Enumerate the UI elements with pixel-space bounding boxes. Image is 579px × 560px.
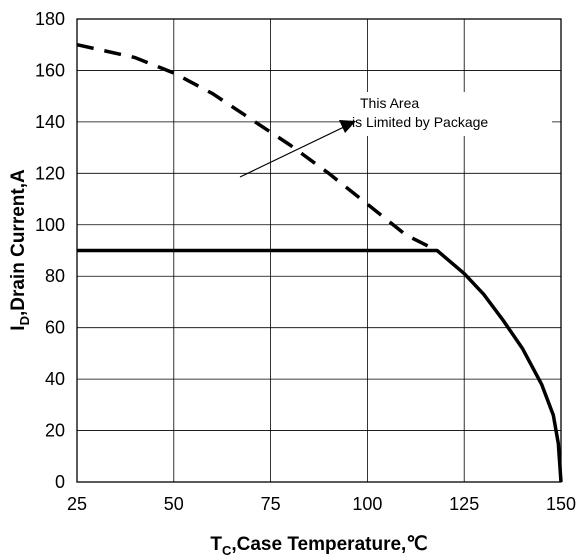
y-tick-label: 160 — [35, 60, 65, 80]
annotation-box — [344, 92, 552, 136]
y-tick-label: 140 — [35, 112, 65, 132]
x-tick-label: 150 — [546, 494, 576, 514]
y-tick-label: 0 — [55, 472, 65, 492]
annotation-text: is Limited by Package — [352, 114, 488, 130]
y-tick-label: 100 — [35, 215, 65, 235]
x-tick-label: 125 — [449, 494, 479, 514]
annotation: This Area is Limited by Package — [239, 92, 552, 178]
y-tick-label: 80 — [45, 266, 65, 286]
y-tick-label: 40 — [45, 369, 65, 389]
series-lines — [76, 42, 563, 483]
x-tick-label: 75 — [261, 494, 281, 514]
x-axis-title: TC,Case Temperature,℃ — [210, 534, 427, 558]
annotation-text: This Area — [360, 95, 419, 111]
y-tick-label: 120 — [35, 163, 65, 183]
y-tick-label: 180 — [35, 9, 65, 29]
annotation-arrow-head — [339, 120, 356, 133]
y-tick-label: 60 — [45, 318, 65, 338]
drain-current-solid-line — [77, 248, 563, 483]
package-limit-dashed-line — [76, 42, 438, 253]
y-tick-label: 20 — [45, 421, 65, 441]
y-tick-labels: 0 20 40 60 80 100 120 140 160 180 — [35, 9, 65, 492]
annotation-arrow-line — [239, 126, 345, 178]
x-tick-label: 100 — [352, 494, 382, 514]
x-tick-label: 50 — [164, 494, 184, 514]
x-tick-labels: 25 50 75 100 125 150 — [67, 494, 576, 514]
y-axis-title: ID,Drain Current,A — [8, 169, 32, 331]
x-tick-label: 25 — [67, 494, 87, 514]
